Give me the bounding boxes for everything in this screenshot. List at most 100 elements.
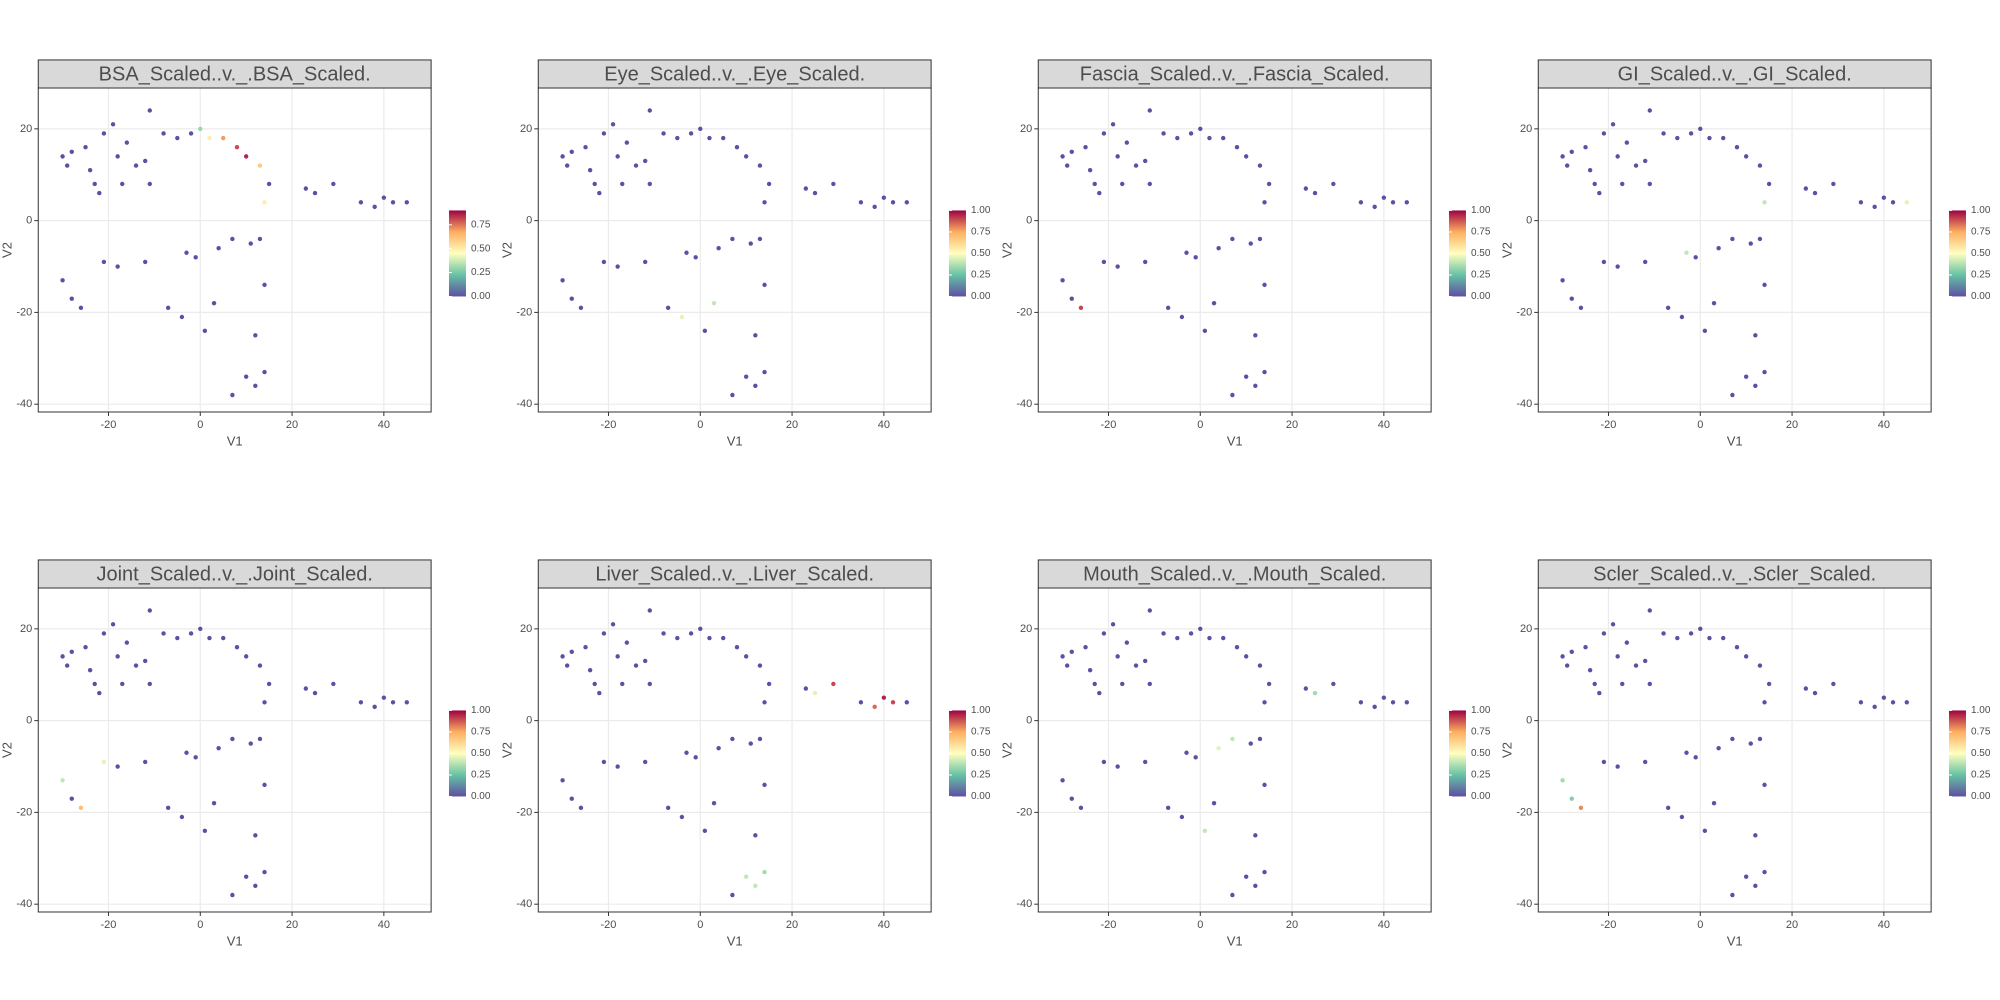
point [1175,135,1180,141]
plot-background [538,588,932,912]
point [1230,892,1235,898]
point [60,278,65,283]
point [757,736,763,742]
point [679,814,685,820]
point [647,681,652,687]
point [1702,828,1708,833]
y-tick-label: -20 [1016,306,1032,318]
point [1647,181,1652,187]
point [1198,626,1203,632]
point [831,181,836,187]
point [1730,236,1735,242]
point [115,764,120,769]
point [78,305,84,311]
point [1812,690,1818,696]
point [587,667,593,673]
point [101,131,107,136]
point [1179,314,1185,320]
point [1716,245,1721,251]
point [743,654,749,659]
point [730,236,735,242]
point [1262,869,1267,875]
y-tick-label: -20 [516,306,532,318]
facet-title: Eye_Scaled..v._.Eye_Scaled. [604,63,865,85]
point [661,631,666,636]
point [730,736,735,742]
point [1248,741,1253,746]
point [230,392,235,398]
point [1803,686,1809,691]
point [257,236,263,242]
x-axis-label: V1 [1727,933,1743,948]
plot-background [1038,588,1432,912]
point [1101,631,1107,636]
x-tick-label: 20 [286,419,298,431]
point [1188,131,1194,136]
x-tick-label: 20 [786,419,798,431]
point [115,264,120,269]
point [1133,663,1139,668]
point [1211,301,1217,306]
point [1610,122,1616,127]
point [390,200,396,205]
point [97,190,102,196]
point [1675,635,1680,641]
point [175,135,180,141]
point [202,328,208,333]
point [1560,278,1565,283]
point [569,296,574,301]
point [1881,695,1887,700]
y-tick-label: 0 [26,215,32,227]
point [69,649,74,654]
point [221,135,226,141]
point [1175,635,1180,641]
point [665,305,671,311]
point [1647,681,1652,687]
x-tick-label: 20 [786,919,798,931]
point [1069,296,1074,301]
point [230,892,235,898]
y-tick-label: 20 [1520,123,1532,135]
point [1743,374,1749,379]
point [404,700,409,705]
x-tick-label: 0 [1197,919,1203,931]
point [734,145,740,150]
panel: -20 0 20 40 -40 -20 0 20 GI_Scaled..v._.GI_Scale… [1500,59,1991,448]
point [1592,681,1597,687]
point [64,663,70,668]
point [1142,658,1148,664]
point [1734,145,1740,150]
x-tick-label: 40 [1378,919,1390,931]
point [303,686,309,691]
point [87,167,93,173]
point [147,108,152,113]
point [661,131,666,136]
point [358,700,364,705]
colorbar [1948,710,1966,797]
y-tick-label: 20 [20,123,32,135]
point [698,126,703,132]
point [698,626,703,632]
x-tick-label: 0 [697,919,703,931]
colorbar-label: 0.75 [471,219,491,230]
point [1702,328,1708,333]
point [675,635,680,641]
point [615,764,620,769]
x-axis-label: V1 [1727,433,1743,448]
point [1642,759,1648,765]
point [1904,700,1909,705]
x-axis-label: V1 [1227,933,1243,948]
y-tick-label: -40 [1016,898,1032,910]
point [592,681,597,687]
point [1766,681,1772,687]
y-tick-label: -20 [16,306,32,318]
point [124,140,130,145]
point [1831,181,1836,187]
point [1620,181,1625,187]
point [78,805,84,811]
point [312,190,318,196]
point [1230,236,1235,242]
y-tick-label: -40 [516,898,532,910]
point [147,608,152,613]
point [1234,145,1240,150]
